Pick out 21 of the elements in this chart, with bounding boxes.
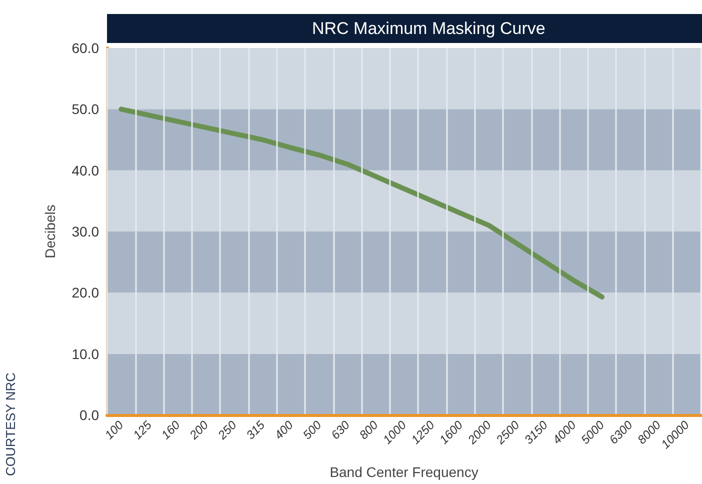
x-tick-label: 100: [102, 418, 126, 442]
y-tick-label: 40.0: [72, 162, 100, 178]
x-tick-label: 200: [186, 418, 212, 443]
x-axis-title: Band Center Frequency: [330, 464, 478, 480]
x-tick-label: 315: [243, 418, 268, 442]
y-tick-label: 20.0: [72, 284, 100, 301]
x-tick-label: 125: [130, 418, 155, 442]
y-tick-label: 60.0: [72, 40, 100, 56]
x-tick-label: 400: [272, 418, 296, 442]
y-tick-label: 30.0: [72, 224, 100, 240]
x-tick-label: 800: [356, 418, 381, 442]
y-tick-label: 0.0: [80, 407, 100, 423]
y-tick-label: 50.0: [72, 101, 100, 118]
y-axis-title: Decibels: [42, 204, 58, 258]
x-tick-label: 500: [300, 418, 324, 442]
x-tick-label: 160: [158, 418, 183, 442]
chart-title: NRC Maximum Masking Curve: [312, 19, 546, 38]
x-tick-label: 250: [214, 418, 240, 443]
y-tick-label: 10.0: [72, 346, 100, 362]
text: COURTESY NRC: [3, 372, 18, 476]
x-tick-label: 630: [328, 418, 353, 442]
